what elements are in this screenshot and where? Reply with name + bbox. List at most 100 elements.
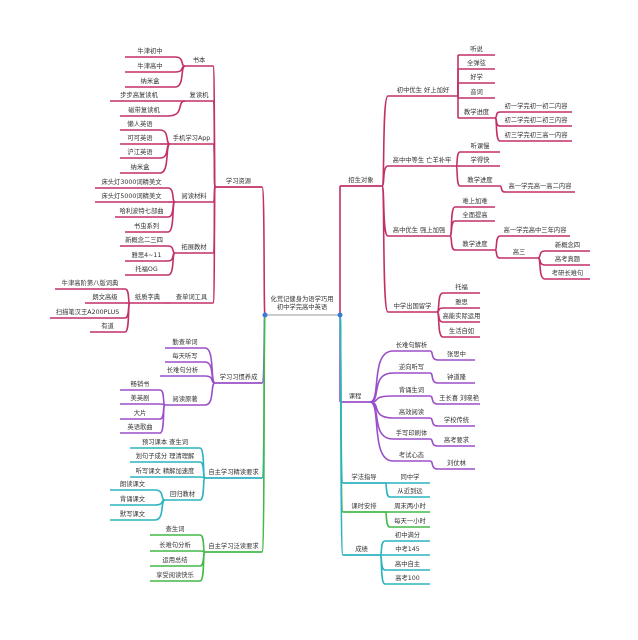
subtopic-node[interactable]: 牛津初中	[137, 48, 163, 55]
subtopic-node[interactable]: 同中学	[400, 474, 420, 481]
branch-topic[interactable]: 招生对象	[348, 177, 374, 184]
subtopic-node[interactable]: 中考145	[395, 546, 420, 553]
subtopic-node[interactable]: 高考真题	[554, 256, 581, 263]
subtopic-node[interactable]: 难上加难	[462, 198, 488, 205]
subtopic-node[interactable]: 英语歌曲	[127, 424, 153, 431]
subtopic-node[interactable]: 长难句分析	[166, 367, 199, 374]
subtopic-node[interactable]: 托福OG	[135, 266, 158, 273]
subtopic-node[interactable]: 生活自如	[448, 328, 475, 335]
subtopic-node[interactable]: 高一学完高中三年内容	[503, 227, 567, 234]
branch-topic[interactable]: 课程	[348, 393, 362, 400]
subtopic-node[interactable]: 高中中等生 亡羊补牢	[392, 157, 452, 164]
subtopic-node[interactable]: 听写课文 精解加速度	[135, 468, 195, 475]
subtopic-node[interactable]: 享受阅读快乐	[156, 572, 194, 579]
subtopic-node[interactable]: 学得快	[470, 157, 490, 164]
subtopic-node[interactable]: 高中优生 强上加强	[392, 227, 446, 234]
subtopic-node[interactable]: 牛津高阶第八版词典	[61, 280, 119, 287]
subtopic-node[interactable]: 考试心态	[398, 452, 425, 459]
subtopic-node[interactable]: 高效阅读	[398, 409, 425, 416]
subtopic-node[interactable]: 每天一小时	[394, 518, 426, 525]
central-topic[interactable]: 化荒记健身为语学巧用 初中学完高中英语	[271, 296, 334, 312]
subtopic-node[interactable]: 拓展教材	[181, 244, 207, 251]
subtopic-node[interactable]: 教学进度	[462, 241, 488, 248]
subtopic-node[interactable]: 畅销书	[130, 381, 150, 388]
subtopic-node[interactable]: 长难句分析	[159, 542, 191, 549]
subtopic-node[interactable]: 大片	[133, 410, 147, 417]
subtopic-node[interactable]: 好学	[470, 74, 483, 81]
subtopic-node[interactable]: 朗读课文	[119, 481, 146, 488]
subtopic-node[interactable]: 手写印刷体	[395, 430, 428, 437]
subtopic-node[interactable]: 纳米盒	[140, 78, 160, 85]
subtopic-node[interactable]: 初中优生 好上加好	[396, 87, 450, 94]
subtopic-node[interactable]: 全面提高	[462, 212, 488, 219]
subtopic-node[interactable]: 刘仗林	[447, 460, 466, 467]
subtopic-node[interactable]: 托福	[455, 284, 468, 291]
subtopic-node[interactable]: 初三学完初三高一内容	[504, 132, 568, 139]
branch-topic[interactable]: 成绩	[355, 546, 368, 553]
branch-topic[interactable]: 学习资源	[225, 178, 252, 185]
subtopic-node[interactable]: 划句子成分 理清理解	[135, 453, 195, 460]
subtopic-node[interactable]: 床头灯5000词精美文	[101, 193, 162, 200]
subtopic-node[interactable]: 张思中	[447, 351, 466, 358]
subtopic-node[interactable]: 长难句解析	[395, 342, 428, 349]
branch-topic[interactable]: 自主学习泛读要求	[208, 543, 259, 550]
subtopic-node[interactable]: 高考100	[395, 575, 420, 582]
subtopic-node[interactable]: 查生词	[165, 526, 185, 533]
subtopic-node[interactable]: 预习课本 查生词	[141, 439, 189, 446]
subtopic-node[interactable]: 听说	[470, 46, 483, 53]
subtopic-node[interactable]: 勤查单词	[172, 339, 198, 346]
subtopic-node[interactable]: 高考要求	[443, 437, 470, 444]
subtopic-node[interactable]: 教学进度	[467, 177, 493, 184]
subtopic-node[interactable]: 纳米盒	[130, 164, 150, 171]
subtopic-node[interactable]: 教学进度	[463, 109, 490, 116]
subtopic-node[interactable]: 复读机	[189, 92, 209, 99]
subtopic-node[interactable]: 步步高复读机	[120, 92, 158, 99]
subtopic-node[interactable]: 初一学完初一初二内容	[504, 103, 568, 110]
subtopic-node[interactable]: 钟道隆	[447, 374, 466, 381]
subtopic-node[interactable]: 王长喜 刘晓艳	[439, 395, 479, 402]
subtopic-node[interactable]: 回归教材	[169, 491, 196, 498]
subtopic-node[interactable]: 背诵课文	[119, 496, 146, 503]
subtopic-node[interactable]: 懒人英语	[127, 121, 153, 128]
subtopic-node[interactable]: 学校传统	[443, 417, 470, 424]
subtopic-node[interactable]: 高能实际运用	[442, 313, 481, 320]
subtopic-node[interactable]: 沪江英语	[127, 149, 153, 156]
subtopic-node[interactable]: 逆向听写	[398, 364, 425, 371]
subtopic-node[interactable]: 高三	[512, 249, 526, 256]
branch-topic[interactable]: 学法指导	[351, 474, 377, 481]
subtopic-node[interactable]: 每天听写	[172, 353, 198, 360]
subtopic-node[interactable]: 听课慢	[470, 143, 490, 150]
subtopic-node[interactable]: 雅思	[455, 299, 468, 306]
subtopic-node[interactable]: 有道	[101, 323, 114, 330]
subtopic-node[interactable]: 朗文高级	[92, 294, 118, 301]
subtopic-node[interactable]: 雅思4~11	[131, 252, 162, 259]
subtopic-node[interactable]: 新概念二三四	[125, 237, 163, 244]
subtopic-node[interactable]: 扫描笔汉王A200PLUS	[55, 309, 120, 316]
subtopic-node[interactable]: 高一学完高一高二内容	[508, 183, 572, 190]
subtopic-node[interactable]: 中学出国留学	[393, 303, 432, 310]
subtopic-node[interactable]: 书本	[192, 57, 206, 64]
subtopic-node[interactable]: 阅读原著	[172, 396, 198, 403]
subtopic-node[interactable]: 阅读材料	[181, 193, 207, 200]
subtopic-node[interactable]: 牛津高中	[137, 63, 163, 70]
branch-topic[interactable]: 学习习惯养成	[219, 374, 258, 381]
subtopic-node[interactable]: 默写课文	[119, 511, 146, 518]
branch-topic[interactable]: 自主学习精读要求	[208, 469, 259, 476]
subtopic-node[interactable]: 初中满分	[394, 532, 421, 539]
subtopic-node[interactable]: 从近到远	[397, 488, 423, 495]
subtopic-node[interactable]: 周末两小时	[394, 503, 426, 510]
subtopic-node[interactable]: 磁带复读机	[128, 107, 160, 114]
subtopic-node[interactable]: 纸质字典	[134, 294, 161, 301]
subtopic-node[interactable]: 初二学完初二初三内容	[504, 117, 568, 124]
subtopic-node[interactable]: 音词	[470, 89, 483, 96]
subtopic-node[interactable]: 书虫系列	[133, 223, 160, 230]
branch-topic[interactable]: 课时安排	[351, 503, 377, 510]
subtopic-node[interactable]: 床头灯3000词精美文	[101, 179, 162, 186]
subtopic-node[interactable]: 可可英语	[127, 135, 153, 142]
subtopic-node[interactable]: 美英剧	[130, 395, 150, 402]
subtopic-node[interactable]: 高中自主	[394, 561, 421, 568]
subtopic-node[interactable]: 运用总结	[162, 557, 188, 564]
subtopic-node[interactable]: 背诵生词	[398, 387, 425, 394]
subtopic-node[interactable]: 手机学习App	[172, 135, 211, 142]
subtopic-node[interactable]: 哈利波特七部曲	[119, 208, 164, 215]
